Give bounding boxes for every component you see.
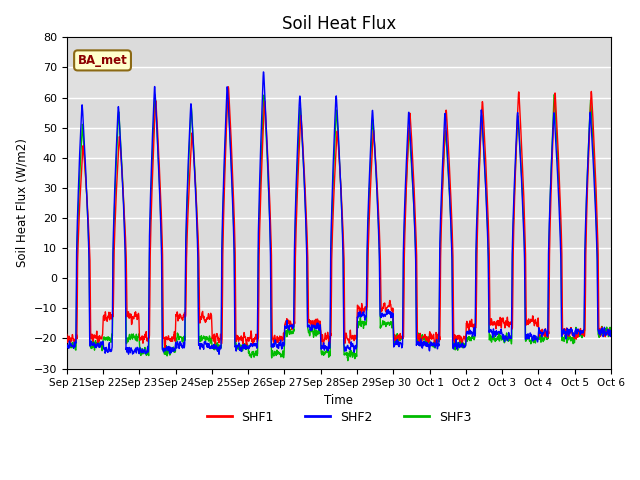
X-axis label: Time: Time [324,394,353,407]
Bar [67,37,611,68]
Legend: SHF1, SHF2, SHF3: SHF1, SHF2, SHF3 [202,406,476,429]
Bar [67,218,611,248]
Text: BA_met: BA_met [77,54,127,67]
Y-axis label: Soil Heat Flux (W/m2): Soil Heat Flux (W/m2) [15,139,28,267]
Bar [67,278,611,308]
Bar [67,158,611,188]
Bar [67,97,611,128]
Title: Soil Heat Flux: Soil Heat Flux [282,15,396,33]
Bar [67,338,611,369]
